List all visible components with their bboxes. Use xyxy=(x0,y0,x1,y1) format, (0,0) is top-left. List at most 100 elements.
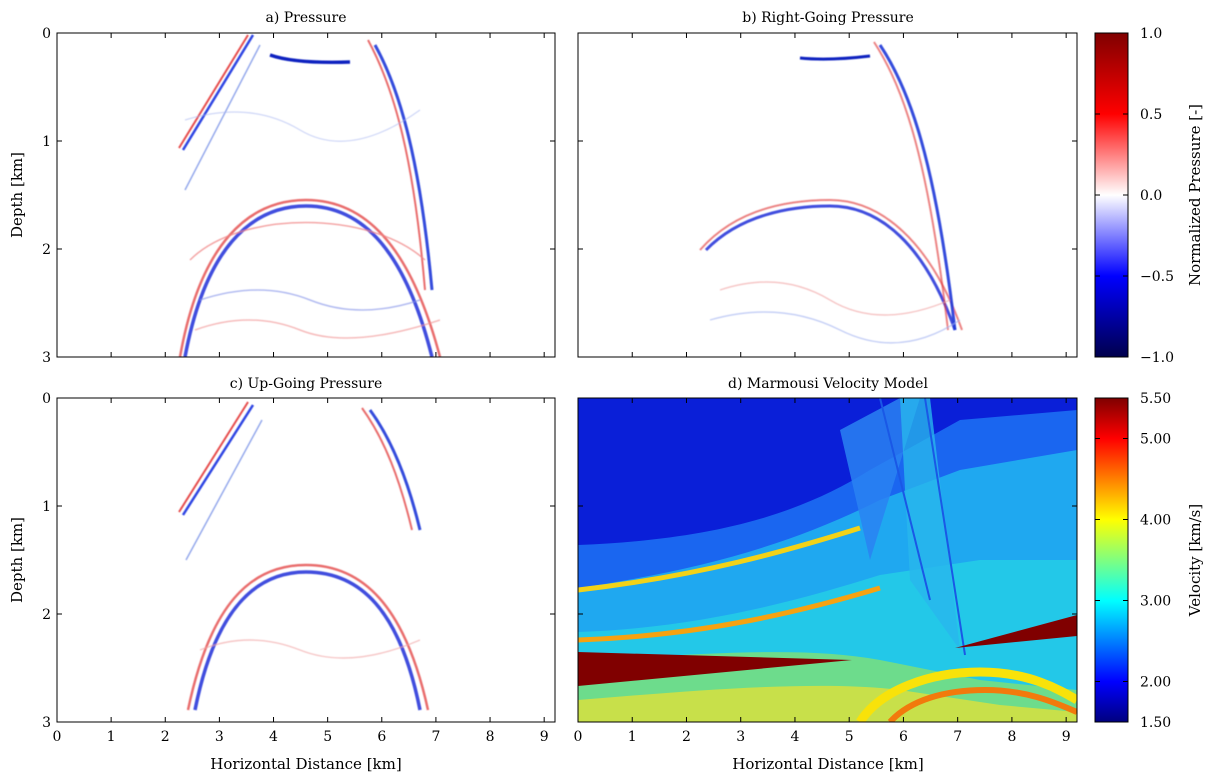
colorbar-pressure-label: Normalized Pressure [-] xyxy=(1186,104,1204,286)
xtick-label: 7 xyxy=(953,729,962,745)
layer-thin-orange xyxy=(578,585,881,643)
colorbar-pressure: 1.0 0.5 0.0 −0.5 −1.0 Normalized Pressure [-… xyxy=(1094,26,1204,366)
wave-a-arc-red xyxy=(178,198,442,357)
wave-c-right-blue xyxy=(368,409,422,531)
panel-d-xticks: 0 1 2 3 4 5 6 7 8 9 xyxy=(574,398,1071,745)
xtick-label: 6 xyxy=(899,729,908,745)
wave-b-noise-1 xyxy=(719,281,951,316)
xtick-label: 8 xyxy=(486,729,495,745)
xtick-label: 8 xyxy=(1007,729,1016,745)
wave-a-right-red xyxy=(367,39,426,291)
xtick-label: 3 xyxy=(736,729,745,745)
wave-a-direct-red xyxy=(178,34,249,149)
colorbar-velocity: 5.50 5.00 4.00 3.00 2.00 1.50 Velocity [km/s] xyxy=(1094,391,1204,731)
wave-a-right-blue xyxy=(373,44,434,291)
wave-c-direct-blue xyxy=(181,404,255,516)
xtick-label: 0 xyxy=(53,729,62,745)
cbar-tick-label: 0.0 xyxy=(1140,188,1162,204)
ytick-label: 3 xyxy=(42,350,51,366)
panel-c-xticks: 0 1 2 3 4 5 6 7 8 9 xyxy=(53,398,549,745)
panel-a-frame xyxy=(56,32,556,358)
panel-c-yticks: 0 1 2 3 xyxy=(42,391,555,731)
panel-c: c) Up-Going Pressure 0 1 2 3 0 1 2 3 4 5 6 7 8 9 Hor… xyxy=(42,376,556,773)
xtick-label: 3 xyxy=(215,729,224,745)
panel-a-ylabel: Depth [km] xyxy=(8,152,26,238)
panel-d-xlabel: Horizontal Distance [km] xyxy=(732,755,923,773)
fault-line-2 xyxy=(879,398,931,601)
anticline-yellow xyxy=(856,667,1077,722)
panel-b-yticks xyxy=(578,32,1077,358)
anticline-orange xyxy=(887,686,1077,722)
wave-a-arc-blue xyxy=(183,204,434,357)
cbar-tick-label: 5.50 xyxy=(1140,391,1171,407)
cbar-tick-label: 1.50 xyxy=(1140,715,1171,731)
panel-a-title: a) Pressure xyxy=(265,10,346,26)
ytick-label: 2 xyxy=(42,242,51,258)
wave-c-right-red xyxy=(361,407,413,531)
panel-d: d) Marmousi Velocity Model 0 1 2 3 4 5 6 7 8 9 Ho… xyxy=(574,376,1078,773)
panel-b-image xyxy=(699,41,963,344)
xtick-label: 9 xyxy=(1062,729,1071,745)
xtick-label: 1 xyxy=(628,729,637,745)
wave-c-noise-1 xyxy=(199,639,421,659)
wave-a-bright-blob xyxy=(269,53,351,65)
cbar-tick-label: 3.00 xyxy=(1140,594,1171,610)
panel-c-image xyxy=(178,401,430,711)
panel-b: b) Right-Going Pressure xyxy=(577,10,1078,358)
salt-body-right xyxy=(955,615,1077,648)
cbar-tick-label: 5.00 xyxy=(1140,432,1171,448)
fault-block-1 xyxy=(840,398,920,560)
wave-a-mid-red xyxy=(189,221,426,261)
colorbar-velocity-ticks: 5.50 5.00 4.00 3.00 2.00 1.50 xyxy=(1095,391,1171,731)
panel-c-ylabel: Depth [km] xyxy=(8,517,26,603)
ytick-label: 0 xyxy=(42,26,51,42)
ytick-label: 0 xyxy=(42,391,51,407)
colorbar-velocity-label: Velocity [km/s] xyxy=(1186,504,1204,617)
wave-b-right-red xyxy=(873,41,949,331)
wave-a-noise-1 xyxy=(199,289,421,311)
ytick-label: 1 xyxy=(42,499,51,515)
xtick-label: 2 xyxy=(682,729,691,745)
panel-b-xticks xyxy=(577,33,1067,357)
cbar-tick-label: 0.5 xyxy=(1140,107,1162,123)
cbar-tick-label: 2.00 xyxy=(1140,675,1171,691)
panel-d-title: d) Marmousi Velocity Model xyxy=(728,376,928,392)
ytick-label: 1 xyxy=(42,134,51,150)
xtick-label: 4 xyxy=(269,729,278,745)
wave-b-arc-red xyxy=(699,198,963,331)
wave-b-arc-blue xyxy=(704,204,957,331)
ytick-label: 2 xyxy=(42,607,51,623)
xtick-label: 2 xyxy=(161,729,170,745)
wave-b-top-blob xyxy=(799,54,871,61)
panel-d-frame xyxy=(577,397,1078,723)
panel-a-yticks: 0 1 2 3 xyxy=(42,26,555,366)
xtick-label: 5 xyxy=(845,729,854,745)
panel-d-image xyxy=(578,398,1077,722)
panel-c-title: c) Up-Going Pressure xyxy=(230,376,383,392)
wave-c-direct-2 xyxy=(185,419,263,561)
xtick-label: 0 xyxy=(574,729,583,745)
xtick-label: 7 xyxy=(431,729,440,745)
cbar-tick-label: 1.0 xyxy=(1140,26,1162,42)
salt-body-left xyxy=(578,652,852,686)
wave-c-arc-blue xyxy=(193,570,422,711)
xtick-label: 1 xyxy=(107,729,116,745)
panel-a: a) Pressure 0 1 2 3 xyxy=(42,10,556,366)
cbar-tick-label: −0.5 xyxy=(1140,269,1174,285)
panel-d-yticks xyxy=(578,397,1077,723)
cbar-tick-label: 4.00 xyxy=(1140,513,1171,529)
xtick-label: 5 xyxy=(323,729,332,745)
xtick-label: 9 xyxy=(540,729,549,745)
wave-b-right-blue xyxy=(878,44,957,331)
wave-c-arc-red xyxy=(186,563,430,711)
wave-a-noise-3 xyxy=(184,109,421,142)
fault-block-2 xyxy=(900,398,960,650)
ytick-label: 3 xyxy=(42,715,51,731)
panel-c-xlabel: Horizontal Distance [km] xyxy=(210,755,401,773)
wave-b-noise-2 xyxy=(709,311,961,344)
wave-a-direct-2 xyxy=(184,44,261,191)
wave-a-direct-blue xyxy=(181,34,255,151)
wave-c-direct-red xyxy=(178,401,249,513)
xtick-label: 6 xyxy=(377,729,386,745)
